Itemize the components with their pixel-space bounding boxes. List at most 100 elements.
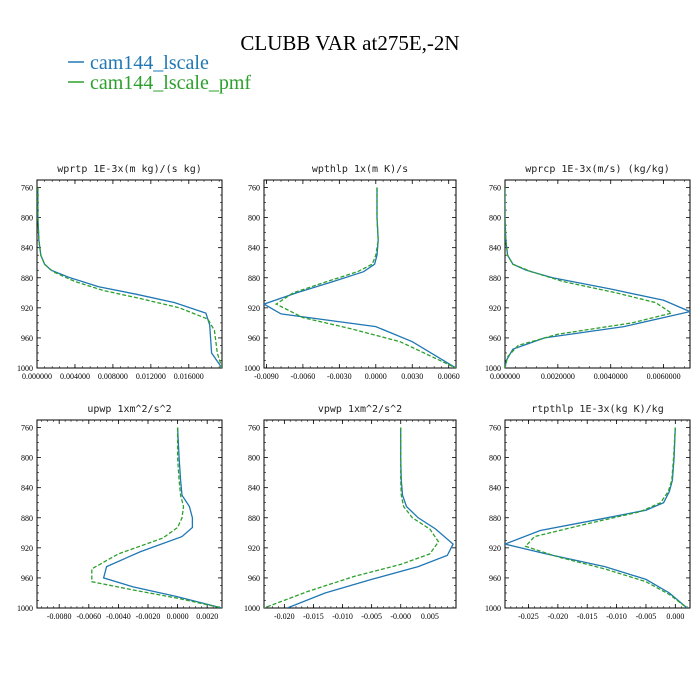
- x-tick-label: 0.004000: [60, 372, 90, 381]
- y-tick-label: 1000: [244, 604, 260, 613]
- y-tick-label: 760: [489, 184, 501, 193]
- y-tick-label: 800: [248, 454, 260, 463]
- x-tick-label: 0.0020000: [541, 372, 575, 381]
- series-line-cam144-lscale: [287, 427, 454, 608]
- y-tick-label: 880: [489, 274, 501, 283]
- panel-6: rtpthlp 1E-3x(kg K)/kg 760 800 840 880 920 960…: [485, 404, 691, 621]
- y-tick-label: 880: [489, 514, 501, 523]
- figure-title: CLUBB VAR at275E,-2N: [240, 31, 459, 55]
- panel-title: rtpthlp 1E-3x(kg K)/kg: [531, 404, 663, 415]
- plot-frame: [263, 419, 457, 609]
- y-tick-label: 1000: [485, 604, 501, 613]
- panel-grid: wprtp 1E-3x(m kg)/(s kg) 760 800 840 880 920 9…: [17, 164, 691, 621]
- y-tick-label: 800: [248, 214, 260, 223]
- x-tick-label: -0.0060: [76, 612, 101, 621]
- y-tick-label: 880: [21, 514, 33, 523]
- y-tick-label: 1000: [17, 364, 33, 373]
- x-tick-label: 0.016000: [174, 372, 204, 381]
- series-line-cam144-lscale: [264, 187, 456, 368]
- x-tick-label: 0.0040000: [594, 372, 628, 381]
- y-tick-label: 800: [489, 214, 501, 223]
- series-line-cam144-lscale-pmf: [524, 427, 688, 608]
- x-tick-label: -0.020: [274, 612, 295, 621]
- x-tick-label: 0.0000: [167, 612, 189, 621]
- x-tick-label: -0.000: [390, 612, 411, 621]
- panel-2: wpthlp 1x(m K)/s7608008408809209601000-0…: [244, 164, 460, 381]
- y-tick-label: 840: [21, 484, 33, 493]
- x-tick-label: -0.0090: [254, 372, 279, 381]
- y-tick-label: 760: [489, 424, 501, 433]
- y-tick-label: 880: [248, 514, 260, 523]
- x-tick-label: -0.010: [606, 612, 627, 621]
- y-tick-label: 800: [21, 214, 33, 223]
- y-tick-label: 840: [248, 484, 260, 493]
- x-tick-label: -0.015: [303, 612, 324, 621]
- y-tick-label: 1000: [485, 364, 501, 373]
- y-tick-label: 880: [21, 274, 33, 283]
- x-tick-label: 0.005: [421, 612, 439, 621]
- panel-title: upwp 1xm^2/s^2: [87, 404, 171, 415]
- y-tick-label: 960: [21, 574, 33, 583]
- plot-frame: [504, 419, 691, 609]
- y-tick-label: 1000: [17, 604, 33, 613]
- y-tick-label: 960: [248, 574, 260, 583]
- panel-title: wprtp 1E-3x(m kg)/(s kg): [57, 164, 202, 175]
- legend: cam144_lscale cam144_lscale_pmf: [68, 52, 251, 94]
- x-tick-label: 0.0060: [438, 372, 460, 381]
- y-tick-label: 920: [489, 544, 501, 553]
- plot-frame: [504, 179, 691, 369]
- y-tick-label: 920: [21, 544, 33, 553]
- y-tick-label: 840: [489, 244, 501, 253]
- panel-title: vpwp 1xm^2/s^2: [318, 404, 402, 415]
- y-tick-label: 1000: [244, 364, 260, 373]
- y-tick-label: 920: [248, 304, 260, 313]
- series-line-cam144-lscale: [102, 427, 222, 608]
- x-tick-label: -0.025: [518, 612, 539, 621]
- y-tick-label: 920: [248, 544, 260, 553]
- series-line-cam144-lscale-pmf: [505, 187, 674, 368]
- y-tick-label: 800: [21, 454, 33, 463]
- x-tick-label: -0.0080: [47, 612, 72, 621]
- x-tick-label: -0.020: [548, 612, 569, 621]
- legend-label-lscale-pmf: cam144_lscale_pmf: [90, 72, 251, 94]
- y-tick-label: 840: [489, 484, 501, 493]
- x-tick-label: 0.012000: [136, 372, 166, 381]
- y-tick-label: 760: [21, 424, 33, 433]
- x-tick-label: -0.005: [636, 612, 657, 621]
- y-tick-label: 960: [489, 334, 501, 343]
- y-tick-label: 920: [21, 304, 33, 313]
- x-tick-label: 0.008000: [98, 372, 128, 381]
- series-line-cam144-lscale-pmf: [37, 187, 222, 368]
- series-line-cam144-lscale-pmf: [264, 427, 440, 608]
- panel-4: upwp 1xm^2/s^2 760 800 840 880 920 960 1000 -0.0…: [17, 404, 223, 621]
- x-tick-label: 0.0060000: [647, 372, 681, 381]
- x-tick-label: -0.005: [361, 612, 382, 621]
- x-tick-label: -0.0030: [327, 372, 352, 381]
- y-tick-label: 880: [248, 274, 260, 283]
- y-tick-label: 760: [248, 424, 260, 433]
- panel-title: wprcp 1E-3x(m/s) (kg/kg): [525, 164, 670, 175]
- y-tick-label: 760: [21, 184, 33, 193]
- x-tick-label: 0.000: [666, 612, 684, 621]
- x-tick-label: 0.000000: [22, 372, 52, 381]
- y-tick-label: 960: [248, 334, 260, 343]
- y-tick-label: 760: [248, 184, 260, 193]
- x-tick-label: -0.0020: [136, 612, 161, 621]
- x-tick-label: -0.0040: [106, 612, 131, 621]
- plot-frame: [36, 419, 223, 609]
- panel-title: wpthlp 1x(m K)/s: [312, 164, 408, 175]
- series-line-cam144-lscale-pmf: [274, 187, 456, 368]
- y-tick-label: 840: [248, 244, 260, 253]
- y-tick-label: 840: [21, 244, 33, 253]
- x-tick-label: 0.000000: [490, 372, 520, 381]
- y-tick-label: 920: [489, 304, 501, 313]
- plot-frame: [36, 179, 223, 369]
- series-line-cam144-lscale: [505, 427, 688, 608]
- x-tick-label: -0.0060: [291, 372, 316, 381]
- x-tick-label: -0.010: [332, 612, 353, 621]
- x-tick-label: 0.0030: [401, 372, 423, 381]
- x-tick-label: 0.0020: [196, 612, 218, 621]
- panel-5: vpwp 1xm^2/s^2 760 800 840 880 920 960 1000 -0.0…: [244, 404, 457, 621]
- plot-frame: [263, 179, 457, 369]
